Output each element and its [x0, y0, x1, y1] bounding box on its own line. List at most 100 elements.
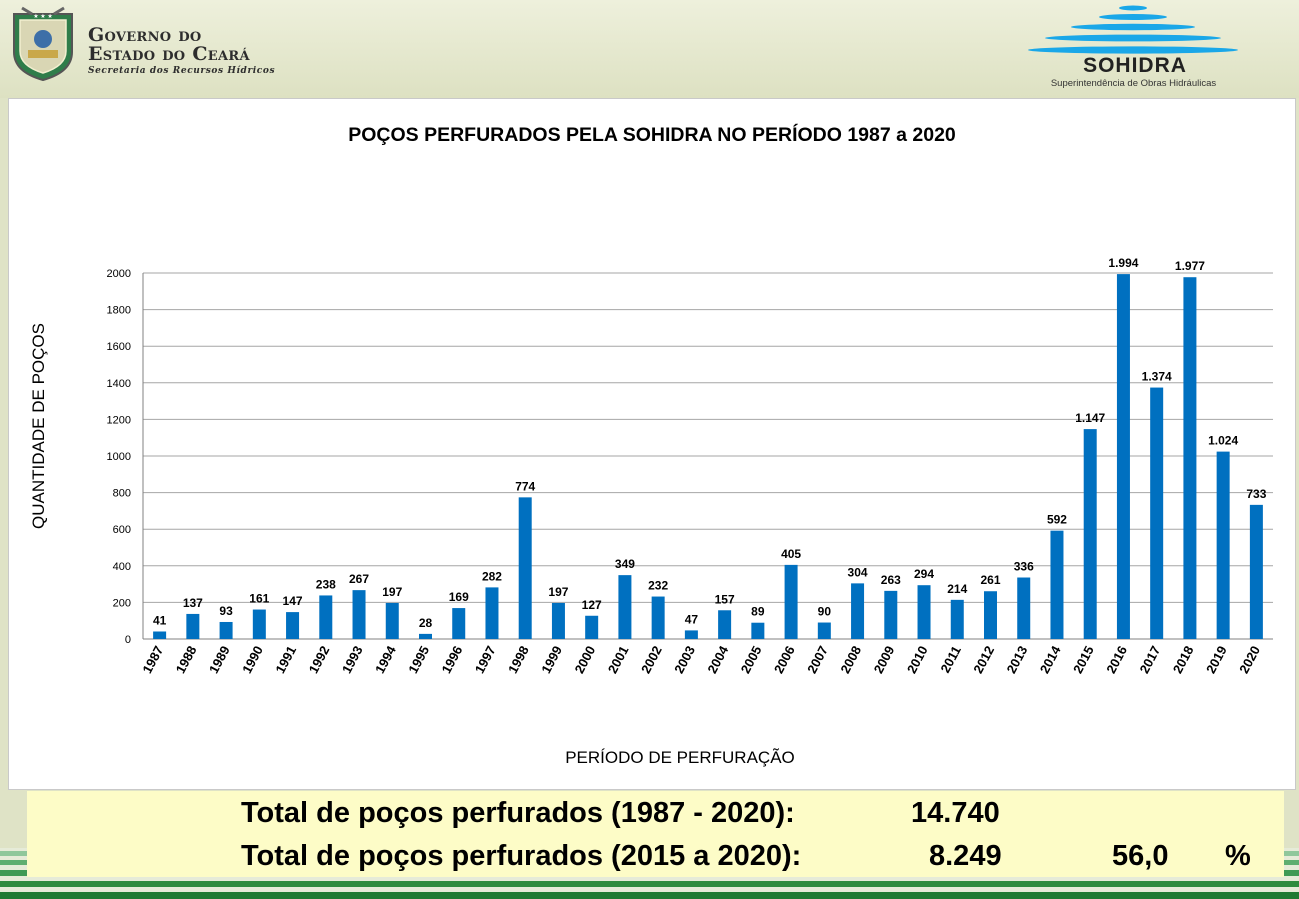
- bar: [618, 575, 632, 639]
- total-recent-value: 8.249: [929, 840, 1002, 872]
- bar: [1116, 274, 1130, 639]
- x-tick-label: 1995: [405, 643, 432, 676]
- bar: [1249, 504, 1263, 639]
- bar: [851, 583, 865, 639]
- data-labels: 41 137 93 161 147 238 267 197 28 169 282 774 197 127 3…: [153, 256, 1267, 630]
- bars: [153, 274, 1263, 639]
- x-tick-label: 1993: [339, 643, 366, 676]
- totals-box: Total de poços perfurados (1987 - 2020):…: [27, 791, 1284, 877]
- data-label: 89: [751, 605, 765, 619]
- y-tick-label: 1200: [107, 414, 131, 426]
- data-label: 1.374: [1142, 370, 1172, 384]
- data-label: 90: [818, 605, 832, 619]
- total-all-value: 14.740: [911, 797, 1000, 829]
- data-label: 1.977: [1175, 259, 1205, 273]
- x-tick-label: 1998: [505, 643, 532, 676]
- data-label: 405: [781, 547, 801, 561]
- ceara-coat-of-arms-icon: ★ ★ ★: [13, 6, 73, 82]
- x-tick-label: 2007: [804, 643, 831, 676]
- bar: [784, 564, 798, 639]
- bar: [219, 621, 233, 639]
- y-tick-label: 2000: [107, 268, 131, 280]
- bar: [817, 622, 831, 639]
- sohidra-logo-icon: [1028, 5, 1238, 54]
- data-label: 127: [582, 598, 602, 612]
- x-tick-label: 2016: [1103, 643, 1130, 676]
- bar: [585, 615, 599, 639]
- data-label: 93: [219, 604, 233, 618]
- data-label: 282: [482, 569, 502, 583]
- x-tick-label: 2005: [738, 643, 765, 676]
- x-tick-label: 2015: [1070, 643, 1097, 676]
- x-tick-label: 2002: [638, 643, 665, 676]
- y-tick-labels: 0 200 400 600 800 1000 1200 1400 1600 1800 2000: [107, 268, 131, 646]
- chart-title: POÇOS PERFURADOS PELA SOHIDRA NO PERÍODO…: [348, 123, 956, 146]
- x-tick-label: 1991: [272, 643, 299, 676]
- x-tick-label: 1989: [206, 643, 233, 676]
- x-tick-label: 2019: [1203, 643, 1230, 676]
- x-tick-label: 2011: [937, 643, 963, 675]
- gridlines: [142, 272, 1273, 640]
- bar: [385, 602, 399, 639]
- x-tick-label: 1994: [372, 643, 399, 676]
- bar: [984, 591, 997, 639]
- bar-chart: POÇOS PERFURADOS PELA SOHIDRA NO PERÍODO…: [29, 123, 1273, 767]
- x-tick-label: 2003: [671, 643, 698, 676]
- y-tick-label: 800: [113, 488, 131, 500]
- gov-title-line2: Estado do Ceará: [88, 43, 250, 65]
- x-tick-label: 2013: [1004, 643, 1031, 676]
- x-tick-label: 2009: [871, 643, 898, 676]
- data-label: 197: [548, 585, 568, 599]
- x-tick-label: 1996: [439, 643, 466, 676]
- government-text-block: Governo do Estado do Ceará Secretaria do…: [88, 26, 276, 77]
- x-tick-label: 2001: [605, 643, 632, 676]
- y-tick-label: 1400: [107, 378, 131, 390]
- total-recent-percent: 56,0: [1112, 840, 1169, 872]
- data-label: 1.994: [1108, 256, 1138, 270]
- data-label: 304: [848, 565, 868, 579]
- bar: [1183, 277, 1197, 639]
- percent-symbol: %: [1225, 840, 1251, 872]
- x-tick-label: 2020: [1236, 643, 1263, 676]
- y-axis-label: QUANTIDADE DE POÇOS: [29, 323, 48, 529]
- bar: [352, 590, 366, 639]
- bar: [950, 599, 964, 639]
- total-recent-label: Total de poços perfurados (2015 a 2020):: [241, 840, 802, 872]
- bar: [751, 622, 765, 639]
- data-label: 349: [615, 557, 635, 571]
- bar: [153, 631, 167, 639]
- gov-secretaria-line: Secretaria dos Recursos Hídricos: [88, 66, 276, 76]
- y-tick-label: 200: [113, 597, 131, 609]
- bar: [1017, 577, 1031, 639]
- x-tick-label: 1997: [472, 643, 499, 676]
- data-label: 1.147: [1075, 411, 1105, 425]
- data-label: 336: [1014, 560, 1034, 574]
- y-tick-label: 1600: [107, 341, 131, 353]
- x-tick-label: 1988: [173, 643, 200, 676]
- bar: [551, 602, 565, 639]
- x-tick-label: 1992: [306, 643, 333, 676]
- y-tick-label: 600: [113, 524, 131, 536]
- bar: [419, 633, 432, 639]
- data-label: 733: [1246, 487, 1266, 501]
- data-label: 232: [648, 579, 668, 593]
- x-tick-label: 2008: [837, 643, 864, 676]
- data-label: 267: [349, 572, 369, 586]
- y-tick-label: 400: [113, 561, 131, 573]
- bar: [651, 596, 665, 639]
- data-label: 263: [881, 573, 901, 587]
- x-tick-label: 2000: [572, 643, 599, 676]
- x-tick-labels: 1987 1988 1989 1990 1991 1992 1993 1994 1995 1996…: [139, 643, 1263, 676]
- x-tick-label: 2004: [704, 643, 731, 676]
- data-label: 261: [980, 573, 1000, 587]
- data-label: 147: [283, 594, 303, 608]
- data-label: 197: [382, 585, 402, 599]
- chart-panel: POÇOS PERFURADOS PELA SOHIDRA NO PERÍODO…: [8, 98, 1296, 790]
- bar: [452, 608, 466, 639]
- data-label: 41: [153, 613, 167, 627]
- data-label: 214: [947, 582, 967, 596]
- bar: [485, 587, 499, 639]
- bar: [718, 610, 732, 639]
- bar: [884, 590, 898, 639]
- y-tick-label: 0: [125, 634, 131, 646]
